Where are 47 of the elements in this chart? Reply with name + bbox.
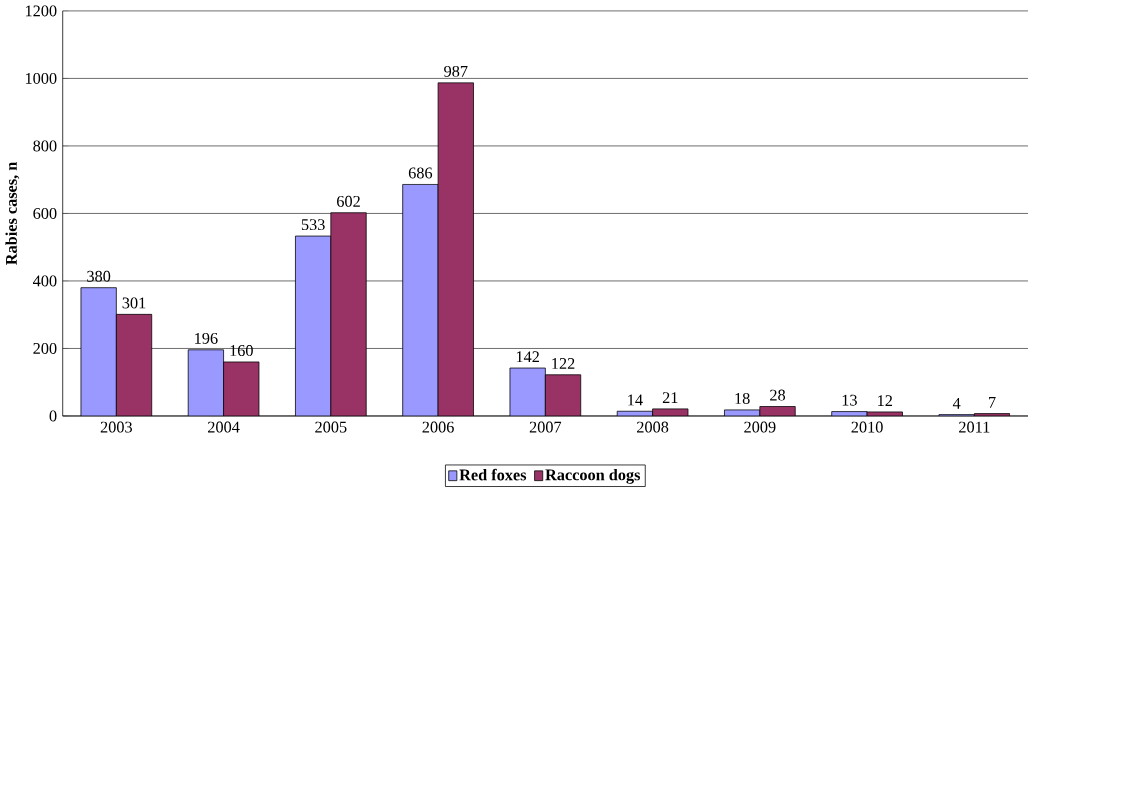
bar — [509, 368, 546, 416]
data-label: 602 — [337, 195, 360, 207]
data-label: 142 — [516, 351, 539, 363]
bar — [330, 212, 367, 416]
x-tick-label: 2006 — [422, 421, 454, 433]
bar — [188, 349, 224, 416]
data-label: 686 — [408, 167, 433, 179]
x-tick-label: 2007 — [529, 421, 562, 433]
data-label: 21 — [662, 392, 678, 403]
legend-label: Raccoon dogs — [545, 468, 641, 484]
data-label: 196 — [195, 332, 218, 344]
legend-label: Red foxes — [459, 468, 527, 481]
bar — [438, 82, 474, 416]
data-label: 987 — [444, 65, 468, 77]
bar — [295, 236, 331, 416]
data-label: 18 — [735, 392, 750, 404]
data-label: 14 — [628, 394, 643, 406]
data-label: 4 — [952, 397, 961, 409]
data-label: 122 — [552, 358, 575, 369]
bar — [80, 287, 117, 416]
data-label: 301 — [122, 297, 146, 309]
y-tick-label: 200 — [33, 342, 57, 354]
x-tick-label: 2008 — [637, 421, 669, 433]
data-label: 380 — [87, 270, 111, 282]
y-tick-label: 0 — [49, 410, 57, 422]
data-label: 13 — [842, 394, 857, 406]
bar — [545, 374, 581, 416]
data-label: 12 — [878, 395, 893, 406]
x-tick-label: 2009 — [744, 421, 776, 433]
y-tick-label: 1000 — [25, 72, 57, 84]
y-tick-label: 1200 — [25, 5, 57, 17]
bar — [223, 361, 259, 416]
x-tick-label: 2011 — [959, 421, 990, 433]
y-tick-label: 400 — [32, 275, 57, 287]
y-tick-label: 800 — [33, 140, 57, 152]
x-tick-label: 2003 — [100, 421, 132, 433]
y-axis-title: Rabies cases, n — [5, 161, 20, 265]
x-tick-label: 2004 — [208, 421, 240, 433]
x-tick-label: 2010 — [851, 421, 883, 433]
y-tick-label: 600 — [33, 207, 57, 219]
data-label: 160 — [230, 345, 253, 357]
data-label: 533 — [301, 219, 325, 231]
data-label: 7 — [989, 396, 996, 408]
bar — [116, 314, 152, 416]
bar — [402, 184, 439, 416]
data-label: 28 — [770, 389, 786, 401]
x-tick-label: 2005 — [315, 421, 347, 433]
